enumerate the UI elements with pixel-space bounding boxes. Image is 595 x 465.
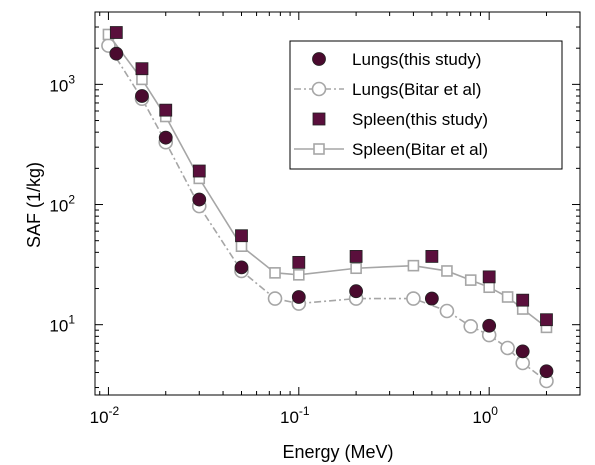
lungs-this-study-point (109, 46, 124, 61)
spleen-this-study-point (349, 250, 363, 263)
lungs-this-study-point (515, 344, 530, 359)
spleen-this-study-point (516, 293, 530, 307)
legend: Lungs(this study) Lungs(Bitar et al) Splee… (289, 40, 563, 170)
spleen-bitar-point (464, 274, 477, 286)
legend-entry-spleen-bitar: Spleen(Bitar et al) (294, 140, 488, 159)
spleen-this-study-point (109, 26, 123, 39)
legend-label: Lungs(Bitar et al) (352, 80, 481, 99)
legend-label: Spleen(Bitar et al) (352, 140, 488, 159)
legend-box (289, 40, 563, 170)
lungs-bitar-point (500, 340, 515, 356)
legend-entry-lungs-bitar: Lungs(Bitar et al) (294, 80, 481, 99)
spleen-bitar-point (235, 240, 248, 252)
series-markers (101, 26, 554, 389)
spleen-this-study-point (135, 62, 149, 76)
legend-label: Spleen(this study) (352, 110, 488, 129)
lungs-bitar-point (267, 291, 283, 306)
y-tick-label: 102 (49, 193, 75, 216)
y-tick-label: 101 (49, 313, 75, 336)
legend-marker (313, 143, 325, 155)
lungs-this-study-point (291, 290, 306, 304)
x-axis-label: Energy (MeV) (282, 442, 393, 462)
spleen-this-study-point (192, 164, 206, 178)
axis-ticks: 10-2 10-1 100 101 102 103 (49, 11, 581, 427)
lungs-this-study-point (482, 318, 497, 333)
lungs-this-study-point (539, 364, 554, 379)
lungs-bitar-point (463, 318, 479, 334)
spleen-bitar-point (407, 259, 420, 272)
lungs-bitar-point (515, 355, 530, 371)
spleen-bitar-point (350, 262, 362, 275)
lungs-bitar-point (406, 291, 421, 306)
legend-label: Lungs(this study) (352, 50, 481, 69)
spleen-bitar-point (269, 267, 281, 279)
lungs-this-study-point (192, 192, 207, 207)
legend-entry-spleen-this-study: Spleen(this study) (312, 110, 488, 129)
lungs-bitar-point (439, 303, 455, 319)
y-tick-label: 103 (49, 72, 75, 95)
spleen-this-study-point (292, 255, 306, 269)
spleen-bitar-point (293, 269, 305, 281)
x-tick-label: 10-1 (280, 404, 310, 427)
spleen-bitar-point (501, 291, 514, 303)
lungs-bitar-line (107, 45, 547, 382)
spleen-this-study-point (235, 229, 248, 243)
spleen-this-study-point (540, 313, 553, 327)
spleen-bitar-point (441, 265, 453, 277)
lungs-this-study-point (349, 284, 364, 299)
lungs-this-study-point (424, 291, 439, 306)
spleen-this-study-point (482, 270, 496, 284)
lungs-this-study-point (234, 260, 249, 275)
legend-marker (312, 112, 326, 126)
x-tick-label: 100 (472, 404, 498, 427)
spleen-bitar-point (136, 73, 148, 86)
y-axis-label: SAF (1/kg) (24, 162, 44, 248)
lungs-this-study-point (135, 89, 149, 103)
legend-entry-lungs-this-study: Lungs(this study) (312, 50, 481, 69)
spleen-this-study-point (159, 103, 173, 117)
legend-marker (311, 81, 327, 97)
x-tick-label: 10-2 (90, 404, 120, 427)
lungs-this-study-point (158, 130, 173, 145)
spleen-this-study-point (425, 250, 439, 263)
legend-marker (312, 52, 326, 66)
spleen-bitar-point (483, 281, 495, 294)
